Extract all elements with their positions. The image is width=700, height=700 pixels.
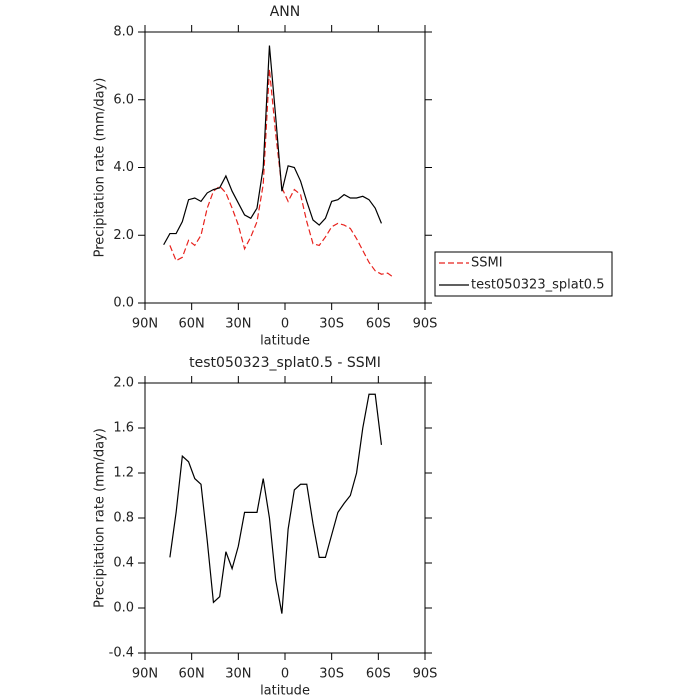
plot-frame (144, 382, 426, 654)
y-tick-label: 1.2 (113, 466, 134, 481)
y-tick-label: 2.0 (113, 376, 134, 391)
y-tick-label: 0.8 (113, 511, 134, 526)
legend-label: test050323_splat0.5 (471, 278, 604, 293)
data-line (169, 393, 383, 614)
x-tick-label: 0 (281, 317, 289, 332)
y-tick-label: 0.0 (113, 601, 134, 616)
y-axis-label: Precipitation rate (mm/day) (93, 428, 108, 608)
chart-title: test050323_splat0.5 - SSMI (189, 355, 381, 371)
y-tick-label: 0.0 (113, 296, 134, 311)
data-line (163, 45, 382, 246)
x-tick-label: 60N (179, 667, 205, 682)
y-tick-label: 1.6 (113, 421, 134, 436)
x-tick-label: 30S (319, 317, 344, 332)
y-tick-label: 0.4 (113, 556, 134, 571)
y-tick-label: 2.0 (113, 228, 134, 243)
x-tick-label: 30N (225, 317, 251, 332)
data-line (169, 69, 395, 279)
legend-label: SSMI (471, 256, 503, 271)
x-tick-label: 90S (413, 667, 438, 682)
x-axis-label: latitude (260, 684, 310, 699)
x-tick-label: 0 (281, 667, 289, 682)
y-tick-label: 8.0 (113, 25, 134, 40)
y-tick-label: -0.4 (109, 646, 134, 661)
x-tick-label: 60S (366, 317, 391, 332)
y-tick-label: 6.0 (113, 92, 134, 107)
legend-box (434, 251, 613, 297)
plot-frame (144, 31, 426, 304)
y-tick-label: 4.0 (113, 160, 134, 175)
x-tick-label: 60N (179, 317, 205, 332)
chart-title: ANN (270, 4, 301, 20)
x-tick-label: 30S (319, 667, 344, 682)
x-tick-label: 60S (366, 667, 391, 682)
x-axis-label: latitude (260, 334, 310, 349)
x-tick-label: 90N (132, 317, 158, 332)
x-tick-label: 90S (413, 317, 438, 332)
y-axis-label: Precipitation rate (mm/day) (93, 78, 108, 258)
x-tick-label: 30N (225, 667, 251, 682)
x-tick-label: 90N (132, 667, 158, 682)
